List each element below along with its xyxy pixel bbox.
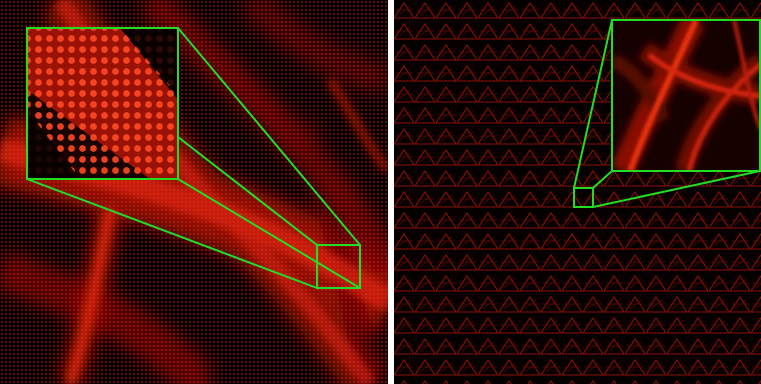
right-roi-box [573, 187, 594, 208]
right-inset-frame [611, 19, 761, 172]
left-inset-frame [26, 27, 179, 180]
left-microscopy-image [0, 0, 388, 384]
left-connector-top [177, 27, 361, 246]
right-connector-bottom [592, 170, 761, 208]
right-connector-top [573, 19, 613, 189]
right-connector-inner [592, 170, 613, 189]
left-zoom-annotation [26, 27, 361, 289]
left-connector-inner-top [177, 136, 318, 246]
right-zoom-annotation [573, 19, 761, 208]
left-image-panel [0, 0, 388, 384]
left-inset-zoom [27, 28, 178, 179]
right-inset-zoom [612, 20, 761, 171]
left-roi-box [316, 244, 361, 289]
right-image-panel [394, 0, 761, 384]
right-microscopy-image [394, 0, 761, 384]
left-connector-bottom [26, 178, 318, 289]
left-connector-inner-bottom [177, 178, 361, 289]
